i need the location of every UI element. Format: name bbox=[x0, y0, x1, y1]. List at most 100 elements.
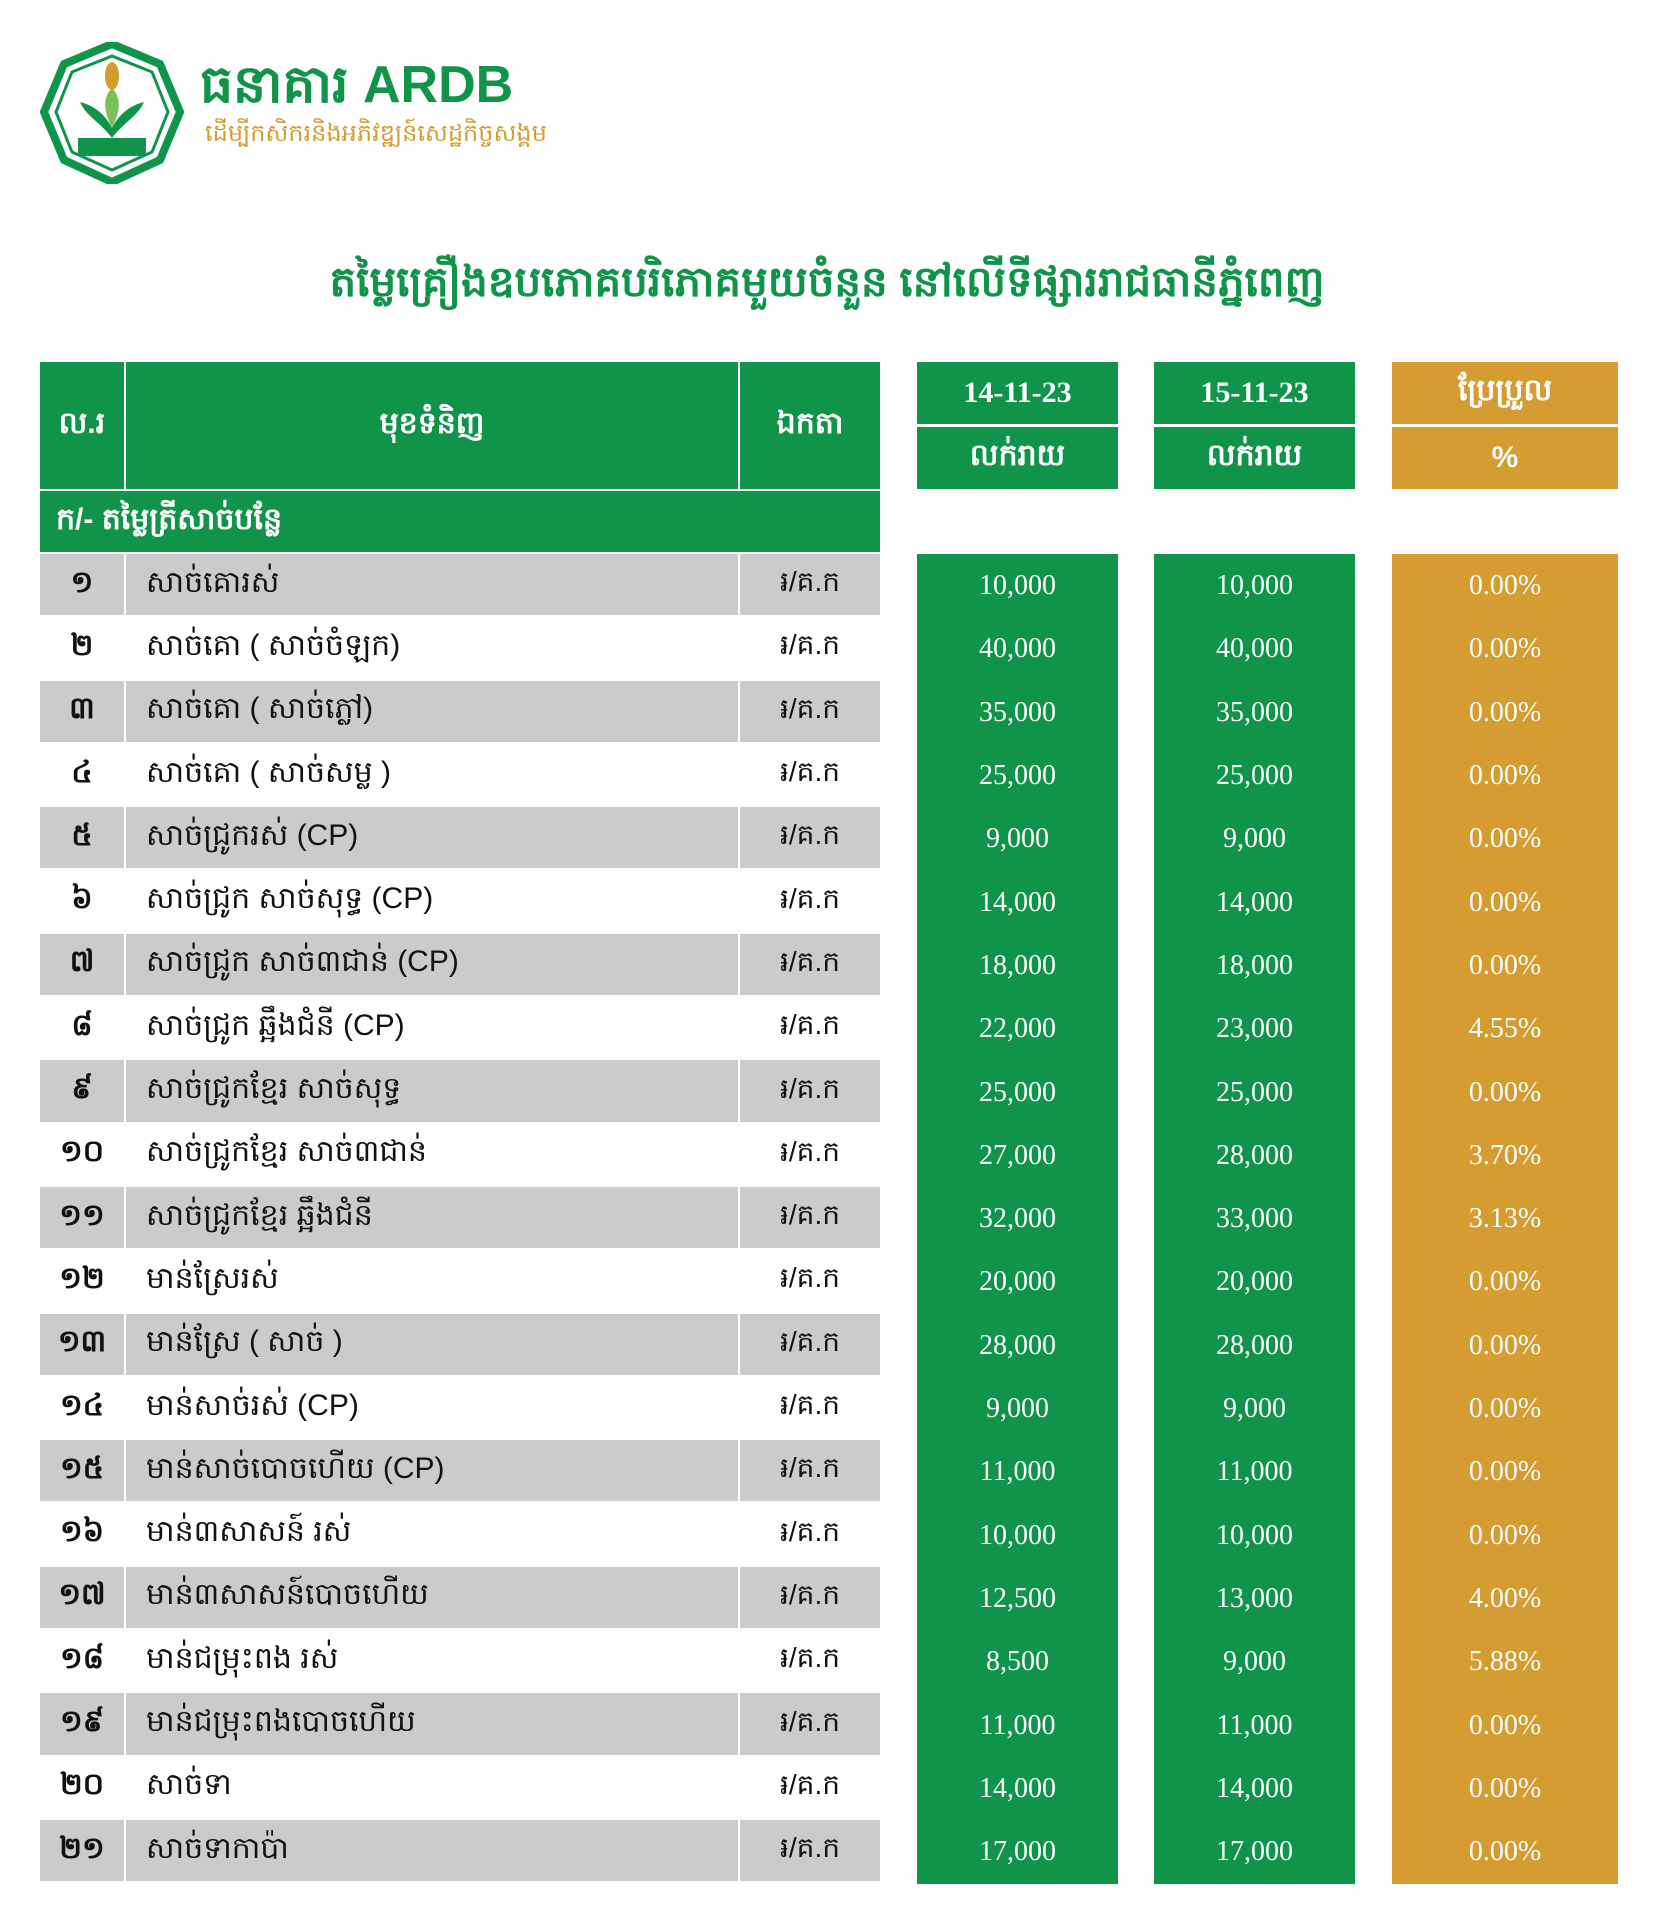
row-item: សាច់ទា bbox=[146, 1768, 232, 1802]
row-unit: ៛/គ.ក bbox=[740, 1060, 880, 1122]
row-number: ១០ bbox=[60, 1135, 104, 1169]
row-item: សាច់ជ្រូកខ្មែរ សាច់៣ជាន់ bbox=[146, 1135, 427, 1169]
row-item: សាច់ជ្រូកខ្មែរ សាច់សុទ្ធ bbox=[126, 1060, 738, 1122]
row-unit: ៛/គ.ក bbox=[740, 933, 880, 996]
row-price-date1: 8,500 bbox=[917, 1630, 1118, 1695]
row-number: ២ bbox=[70, 628, 94, 662]
row-price-date1: 14,000 bbox=[917, 870, 1118, 935]
row-price-date1: 17,000 bbox=[917, 1820, 1118, 1885]
row-price-date1: 35,000 bbox=[917, 680, 1118, 745]
row-item: មាន់៣សាសន៍ រស់ bbox=[146, 1515, 352, 1549]
row-price-date2: 17,000 bbox=[1154, 1820, 1355, 1885]
row-change-percent: 5.88% bbox=[1392, 1630, 1618, 1695]
row-number: ១៥ bbox=[40, 1440, 124, 1502]
row-item: សាច់ជ្រូក សាច់សុទ្ធ (CP) bbox=[146, 882, 434, 916]
row-unit: ៛/គ.ក bbox=[740, 1693, 880, 1755]
row-price-date2: 28,000 bbox=[1154, 1123, 1355, 1188]
row-item: មាន់ជម្រុះពង រស់ bbox=[146, 1641, 339, 1675]
brand-tagline: ដើម្បីកសិករនិងអភិវឌ្ឍន៍សេដ្ឋកិច្ចសង្គម bbox=[205, 120, 547, 147]
row-unit: ៛/គ.ក bbox=[780, 1135, 840, 1167]
row-price-date2: 25,000 bbox=[1154, 743, 1355, 809]
row-price-date2: 14,000 bbox=[1154, 870, 1355, 935]
row-number: ៧ bbox=[40, 933, 124, 996]
row-price-date1: 10,000 bbox=[917, 554, 1118, 619]
row-number: ៨ bbox=[71, 1008, 93, 1042]
row-price-date2: 40,000 bbox=[1154, 617, 1355, 682]
row-change-percent: 0.00% bbox=[1392, 933, 1618, 999]
row-number: ៩ bbox=[40, 1060, 124, 1122]
row-price-date1: 18,000 bbox=[917, 933, 1118, 999]
header-date1: 14-11-23 bbox=[917, 362, 1118, 424]
ardb-logo-icon bbox=[40, 42, 184, 184]
header-date2-retail: លក់រាយ bbox=[1154, 427, 1355, 489]
row-change-percent: 0.00% bbox=[1392, 617, 1618, 682]
row-unit: ៛/គ.ក bbox=[740, 680, 880, 742]
row-unit: ៛/គ.ក bbox=[780, 1389, 840, 1421]
row-item: មាន់ជម្រុះពងបោចហើយ bbox=[126, 1693, 738, 1755]
header-date2: 15-11-23 bbox=[1154, 362, 1355, 424]
row-unit: ៛/គ.ក bbox=[780, 1642, 840, 1674]
header-change: ប្រែប្រួល bbox=[1392, 362, 1618, 424]
row-item: មាន់សាច់រស់ (CP) bbox=[146, 1388, 359, 1422]
row-number: ១៦ bbox=[60, 1515, 104, 1549]
row-price-date2: 23,000 bbox=[1154, 997, 1355, 1062]
row-number: ១២ bbox=[59, 1261, 105, 1295]
row-item: សាច់ជ្រូករស់ (CP) bbox=[126, 807, 738, 869]
row-item: សាច់ទាកាប៉ា bbox=[126, 1820, 738, 1882]
row-change-percent: 0.00% bbox=[1392, 807, 1618, 872]
row-price-date1: 25,000 bbox=[917, 743, 1118, 809]
row-price-date1: 11,000 bbox=[917, 1693, 1118, 1758]
row-number: ៣ bbox=[40, 680, 124, 742]
row-number: ១៧ bbox=[40, 1566, 124, 1629]
row-price-date1: 32,000 bbox=[917, 1187, 1118, 1252]
row-number: ៥ bbox=[40, 807, 124, 869]
row-item: សាច់ជ្រូក សាច់៣ជាន់ (CP) bbox=[126, 933, 738, 996]
row-number: ១ bbox=[40, 554, 124, 616]
row-price-date2: 9,000 bbox=[1154, 1630, 1355, 1695]
row-item: មាន់ស្រែរស់ bbox=[146, 1261, 279, 1295]
row-item: មាន់៣សាសន៍បោចហើយ bbox=[126, 1566, 738, 1629]
row-price-date2: 33,000 bbox=[1154, 1187, 1355, 1252]
row-item: សាច់គោ ( សាច់សម្ល ) bbox=[146, 755, 391, 789]
row-change-percent: 0.00% bbox=[1392, 1060, 1618, 1125]
row-item: មាន់ស្រែ ( សាច់ ) bbox=[126, 1313, 738, 1375]
row-price-date2: 18,000 bbox=[1154, 933, 1355, 999]
row-change-percent: 0.00% bbox=[1392, 1756, 1618, 1821]
row-change-percent: 0.00% bbox=[1392, 1820, 1618, 1885]
row-price-date2: 10,000 bbox=[1154, 554, 1355, 619]
row-price-date1: 28,000 bbox=[917, 1313, 1118, 1378]
row-change-percent: 0.00% bbox=[1392, 1503, 1618, 1568]
row-item: សាច់ជ្រូកខ្មែរ ឆ្អឹងជំនី bbox=[126, 1187, 738, 1249]
row-change-percent: 3.13% bbox=[1392, 1187, 1618, 1252]
row-price-date1: 11,000 bbox=[917, 1440, 1118, 1505]
row-item: សាច់គោរស់ bbox=[126, 554, 738, 616]
row-unit: ៛/គ.ក bbox=[740, 1440, 880, 1502]
row-change-percent: 0.00% bbox=[1392, 1693, 1618, 1758]
row-change-percent: 0.00% bbox=[1392, 680, 1618, 745]
row-unit: ៛/គ.ក bbox=[740, 1566, 880, 1629]
header-date1-retail: លក់រាយ bbox=[917, 427, 1118, 489]
row-price-date2: 9,000 bbox=[1154, 807, 1355, 872]
row-unit: ៛/គ.ក bbox=[780, 882, 840, 914]
page-title: តម្លៃគ្រឿងឧបភោគបរិភោគមួយចំនួន នៅលើទីផ្សា… bbox=[329, 258, 1325, 305]
row-unit: ៛/គ.ក bbox=[780, 1768, 840, 1800]
row-item: មាន់សាច់បោចហើយ (CP) bbox=[126, 1440, 738, 1502]
row-change-percent: 4.00% bbox=[1392, 1566, 1618, 1632]
row-unit: ៛/គ.ក bbox=[780, 1009, 840, 1041]
header-unit: ឯកតា bbox=[740, 362, 880, 489]
row-number: ១៣ bbox=[40, 1313, 124, 1375]
row-item: សាច់ជ្រូក ឆ្អឹងជំនី (CP) bbox=[146, 1008, 405, 1042]
row-price-date2: 11,000 bbox=[1154, 1440, 1355, 1505]
row-price-date2: 11,000 bbox=[1154, 1693, 1355, 1758]
header-change-percent: % bbox=[1392, 427, 1618, 489]
row-unit: ៛/គ.ក bbox=[740, 554, 880, 616]
row-number: ១៩ bbox=[40, 1693, 124, 1755]
row-price-date2: 10,000 bbox=[1154, 1503, 1355, 1568]
header-no: ល.រ bbox=[40, 362, 124, 489]
row-change-percent: 0.00% bbox=[1392, 1250, 1618, 1315]
row-price-date1: 10,000 bbox=[917, 1503, 1118, 1568]
row-number: ២០ bbox=[60, 1768, 104, 1802]
row-price-date1: 12,500 bbox=[917, 1566, 1118, 1632]
row-item: សាច់គោ ( សាច់ភ្លៅ) bbox=[126, 680, 738, 742]
